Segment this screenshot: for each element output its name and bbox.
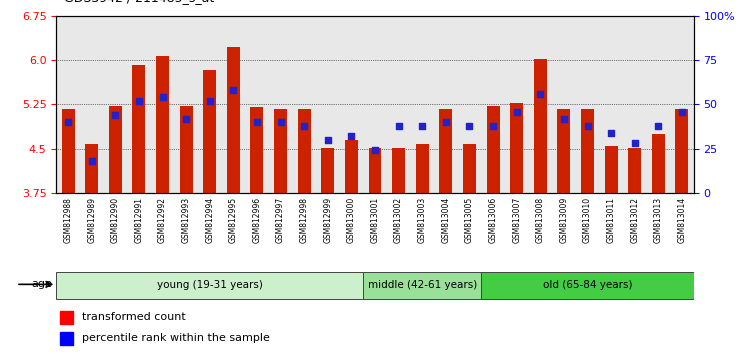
Bar [86,144,98,193]
Bar [226,47,240,193]
Text: GSM813011: GSM813011 [607,197,616,243]
Bar [345,140,358,193]
Text: GSM813008: GSM813008 [536,197,544,243]
Text: old (65-84 years): old (65-84 years) [543,280,632,290]
Bar [604,146,617,193]
Text: GSM812992: GSM812992 [158,197,167,243]
Text: GSM812989: GSM812989 [87,197,96,243]
Bar [534,59,547,193]
Bar [133,65,146,193]
Bar [298,109,310,193]
Text: GSM812999: GSM812999 [323,197,332,243]
Bar [392,148,405,193]
Text: GSM813006: GSM813006 [488,197,497,243]
Text: GSM813010: GSM813010 [583,197,592,243]
Point [180,116,192,121]
Text: GSM813000: GSM813000 [347,197,356,243]
Point [392,123,404,129]
Point [274,119,286,125]
Bar [440,109,452,193]
Point [628,141,640,146]
Bar [487,106,500,193]
Bar [251,107,263,193]
Bar [557,109,571,193]
Bar [321,148,334,193]
Text: GSM813001: GSM813001 [370,197,380,243]
Point [133,98,145,104]
Point [369,148,381,153]
Bar [628,148,641,193]
Text: GSM812990: GSM812990 [111,197,120,243]
FancyBboxPatch shape [482,272,694,299]
Text: GSM813013: GSM813013 [654,197,663,243]
Point [652,123,664,129]
Text: GSM812997: GSM812997 [276,197,285,243]
Bar [274,109,287,193]
Point [511,109,523,114]
Text: GSM813012: GSM813012 [630,197,639,243]
Text: age: age [32,279,53,289]
Bar [203,70,216,193]
Point [157,95,169,100]
Bar [581,109,594,193]
Point [251,119,263,125]
Bar [463,144,476,193]
Bar [62,109,74,193]
Point [322,137,334,143]
Text: GSM813007: GSM813007 [512,197,521,243]
Bar [416,144,429,193]
Text: young (19-31 years): young (19-31 years) [157,280,262,290]
Point [676,109,688,114]
Text: GSM812996: GSM812996 [253,197,262,243]
Point [227,87,239,93]
Point [298,123,310,129]
Bar [652,134,664,193]
Point [440,119,452,125]
Bar [109,106,122,193]
Text: GSM813005: GSM813005 [465,197,474,243]
Point [110,112,122,118]
Bar [368,148,382,193]
Point [204,98,216,104]
Bar [510,103,524,193]
Bar [60,332,74,345]
Text: GSM813003: GSM813003 [418,197,427,243]
Text: GSM812998: GSM812998 [300,197,309,243]
Text: GSM812993: GSM812993 [182,197,190,243]
Point [605,130,617,136]
Text: GSM812988: GSM812988 [64,197,73,243]
Text: percentile rank within the sample: percentile rank within the sample [82,333,269,343]
Point [346,133,358,139]
Text: GSM813004: GSM813004 [441,197,450,243]
Text: GSM812991: GSM812991 [134,197,143,243]
Text: GSM813014: GSM813014 [677,197,686,243]
Point [464,123,476,129]
Point [62,119,74,125]
FancyBboxPatch shape [363,272,482,299]
Point [534,91,546,97]
Text: GSM813009: GSM813009 [560,197,568,243]
Bar [676,109,688,193]
Text: GDS3942 / 211485_s_at: GDS3942 / 211485_s_at [64,0,214,4]
Text: GSM812995: GSM812995 [229,197,238,243]
Point [558,116,570,121]
Text: middle (42-61 years): middle (42-61 years) [368,280,477,290]
Text: GSM812994: GSM812994 [206,197,214,243]
Bar [156,56,169,193]
Point [487,123,499,129]
Bar [60,311,74,324]
Text: GSM813002: GSM813002 [394,197,403,243]
Point [86,158,98,164]
Point [416,123,428,129]
Text: transformed count: transformed count [82,312,185,322]
Bar [179,106,193,193]
FancyBboxPatch shape [56,272,363,299]
Point [581,123,593,129]
